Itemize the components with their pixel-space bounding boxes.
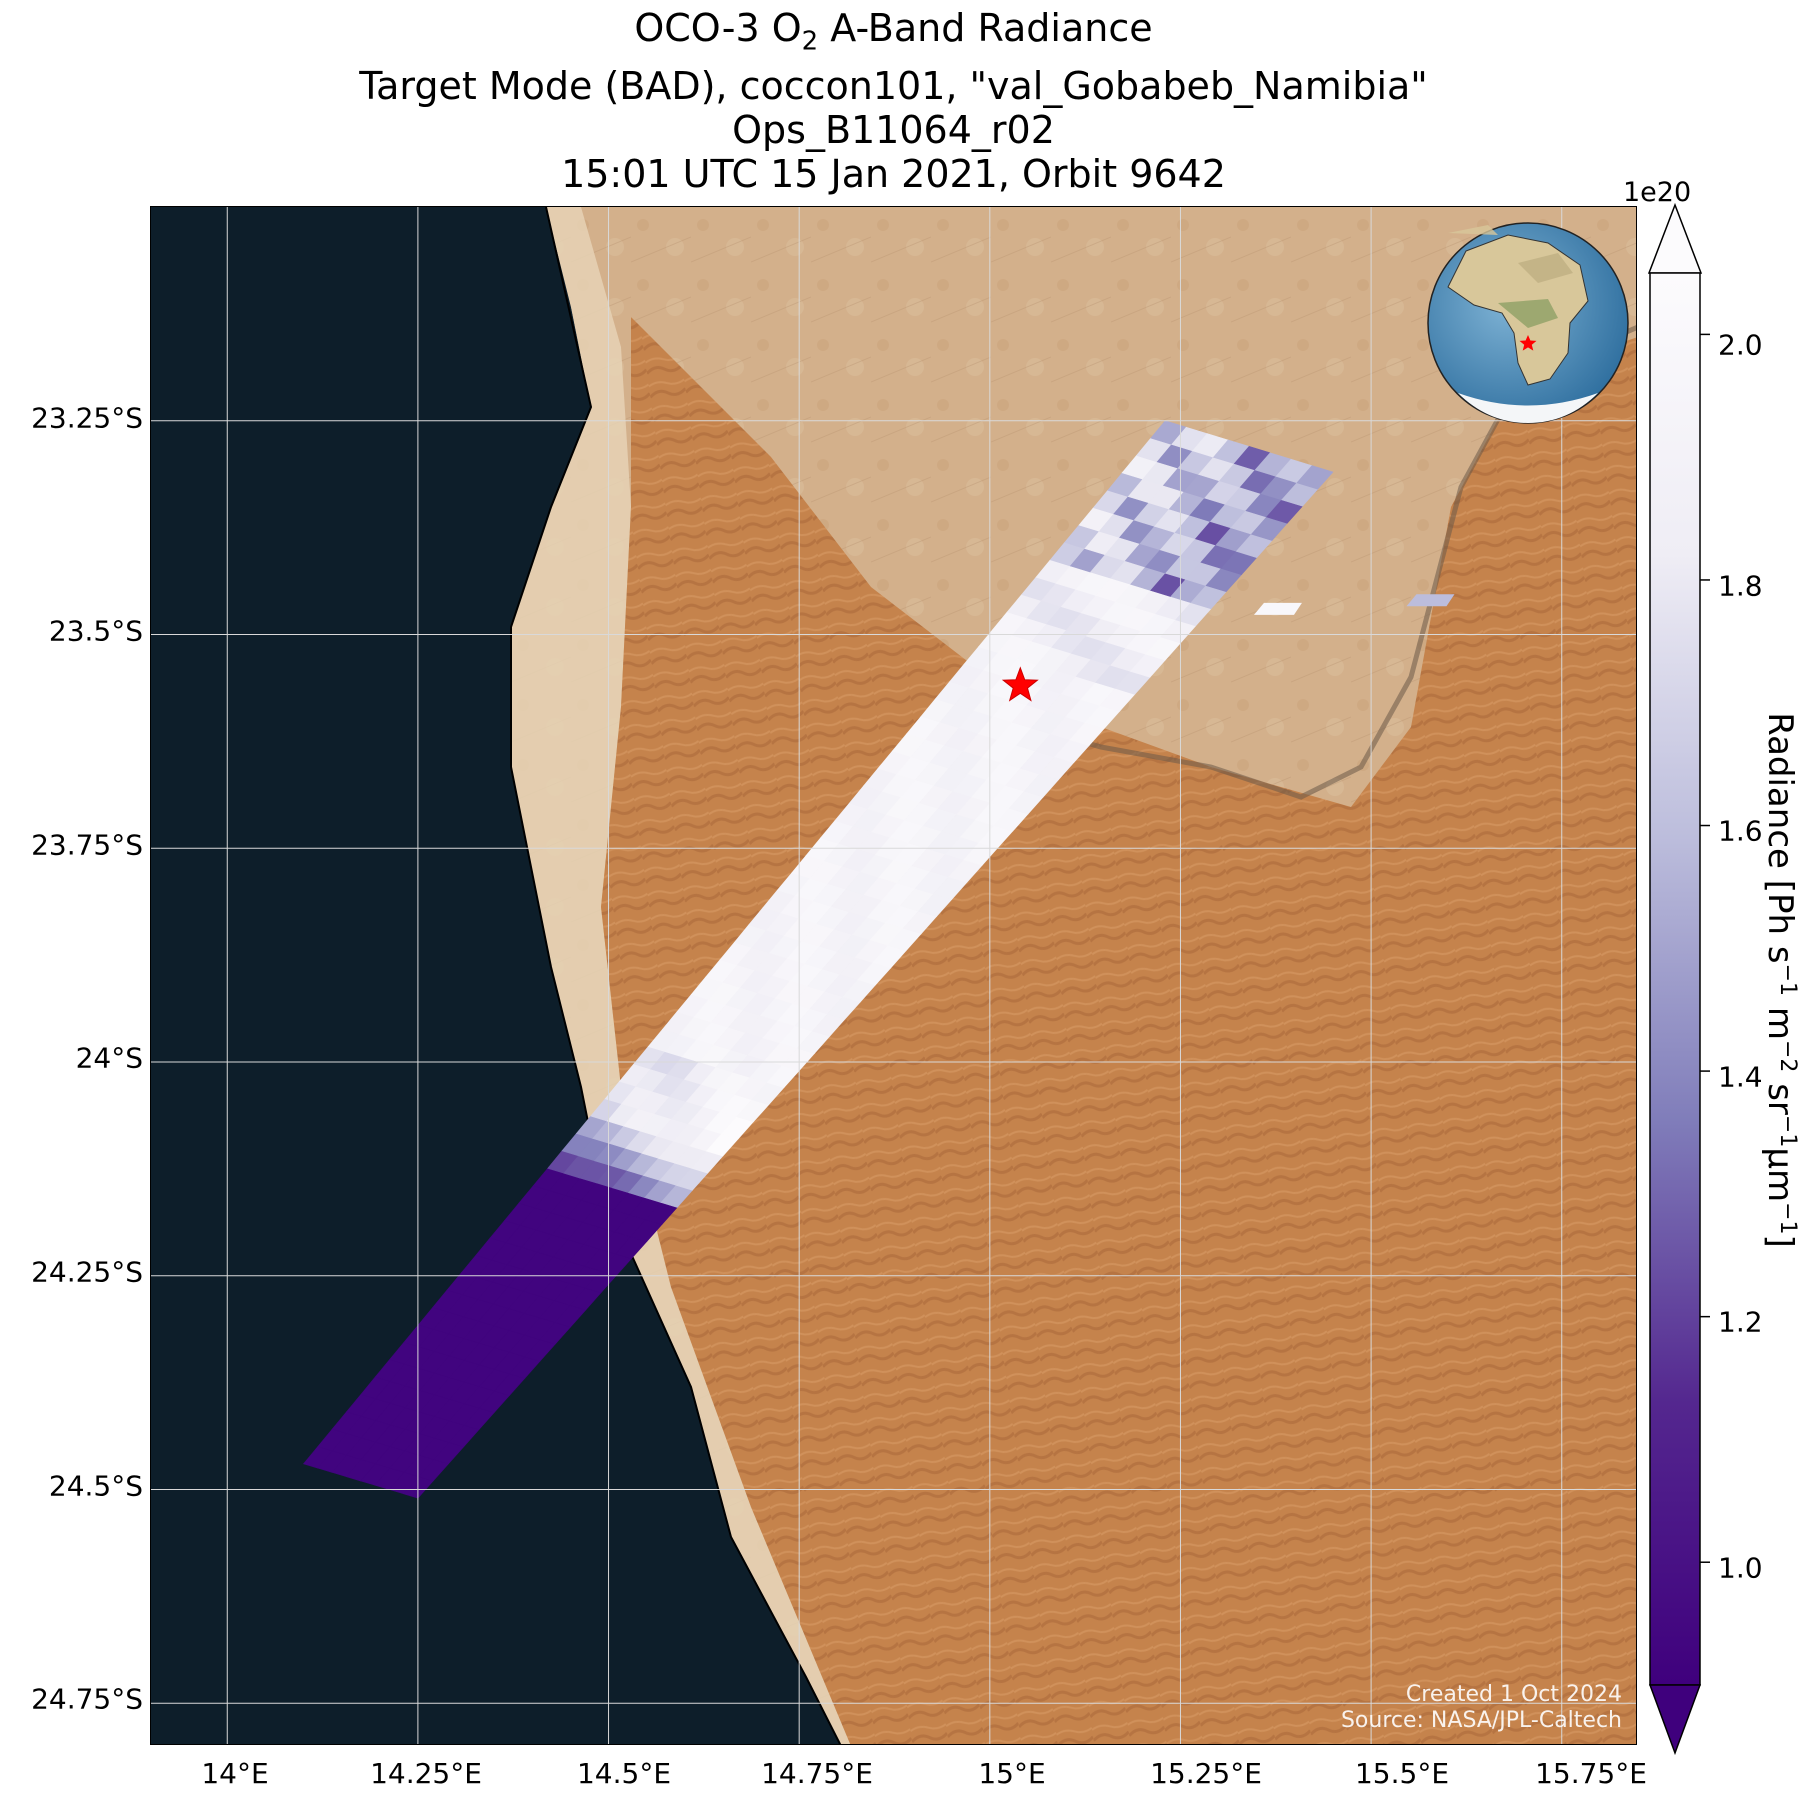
colorbar-tick-label: 1.8 [1718,569,1763,603]
colorbar-tick-label: 1.6 [1718,814,1763,848]
colorbar-top-extend [1647,202,1703,274]
lat-tick-label: 23.25°S [31,401,143,435]
lon-tick-label: 14°E [201,1757,269,1790]
lon-tick-label: 15.25°E [1150,1757,1262,1790]
colorbar-tick-label: 1.4 [1718,1060,1763,1094]
lat-tick-label: 23.5°S [48,614,143,648]
colorbar-bottom-extend [1648,1684,1702,1756]
lat-tick-label: 24.5°S [48,1469,143,1503]
title-line-2: Target Mode (BAD), coccon101, "val_Gobab… [359,63,1428,108]
colorbar [1647,202,1710,1756]
created-date: Created 1 Oct 2024 [1405,1682,1622,1707]
credits: Created 1 Oct 2024 Source: NASA/JPL-Calt… [1341,1682,1622,1734]
globe-target-star-icon [1519,335,1537,351]
swath-pixel [1253,602,1302,615]
map-canvas [151,207,1636,1744]
colorbar-gradient [1649,272,1701,1686]
swath-pixel [1406,594,1455,607]
sand-sea [601,317,1636,1744]
colorbar-tick-label: 1.0 [1718,1551,1763,1585]
lon-tick-label: 14.25°E [370,1757,482,1790]
lon-tick-label: 15°E [978,1757,1046,1790]
colorbar-tick-label: 1.2 [1718,1305,1763,1339]
lon-tick-label: 15.5°E [1354,1757,1450,1790]
title-line-3: Ops_B11064_r02 [732,107,1055,152]
figure-title: OCO-3 O2 A-Band Radiance Target Mode (BA… [150,6,1637,196]
colorbar-tick-label: 2.0 [1718,328,1763,362]
coastline [510,207,842,1744]
radiance-swath [302,420,1455,1499]
inset-globe [1427,222,1629,424]
target-site-star-icon [1001,666,1039,702]
lon-tick-label: 15.75°E [1535,1757,1647,1790]
lat-tick-label: 23.75°S [31,828,143,862]
lat-tick-label: 24°S [75,1041,143,1075]
colorbar-title: Radiance [Ph s−1 m−2 sr−1μm−1] [1759,712,1801,1248]
colorbar-ticks [1700,333,1710,1563]
lat-tick-label: 24.75°S [31,1682,143,1716]
lon-tick-label: 14.75°E [761,1757,873,1790]
title-line-1: OCO-3 O2 A-Band Radiance [634,6,1153,57]
lat-tick-label: 24.25°S [31,1255,143,1289]
data-source: Source: NASA/JPL-Caltech [1340,1708,1622,1733]
colorbar-exponent: 1e20 [1623,177,1692,208]
map-panel: Created 1 Oct 2024 Source: NASA/JPL-Calt… [150,206,1637,1745]
coastal-strip [511,207,851,1744]
gridlines [151,207,1636,1744]
swath-pixel [1296,465,1334,490]
antarctica-shape [1458,393,1598,423]
lon-tick-label: 14.5°E [576,1757,672,1790]
title-line-4: 15:01 UTC 15 Jan 2021, Orbit 9642 [561,151,1226,196]
